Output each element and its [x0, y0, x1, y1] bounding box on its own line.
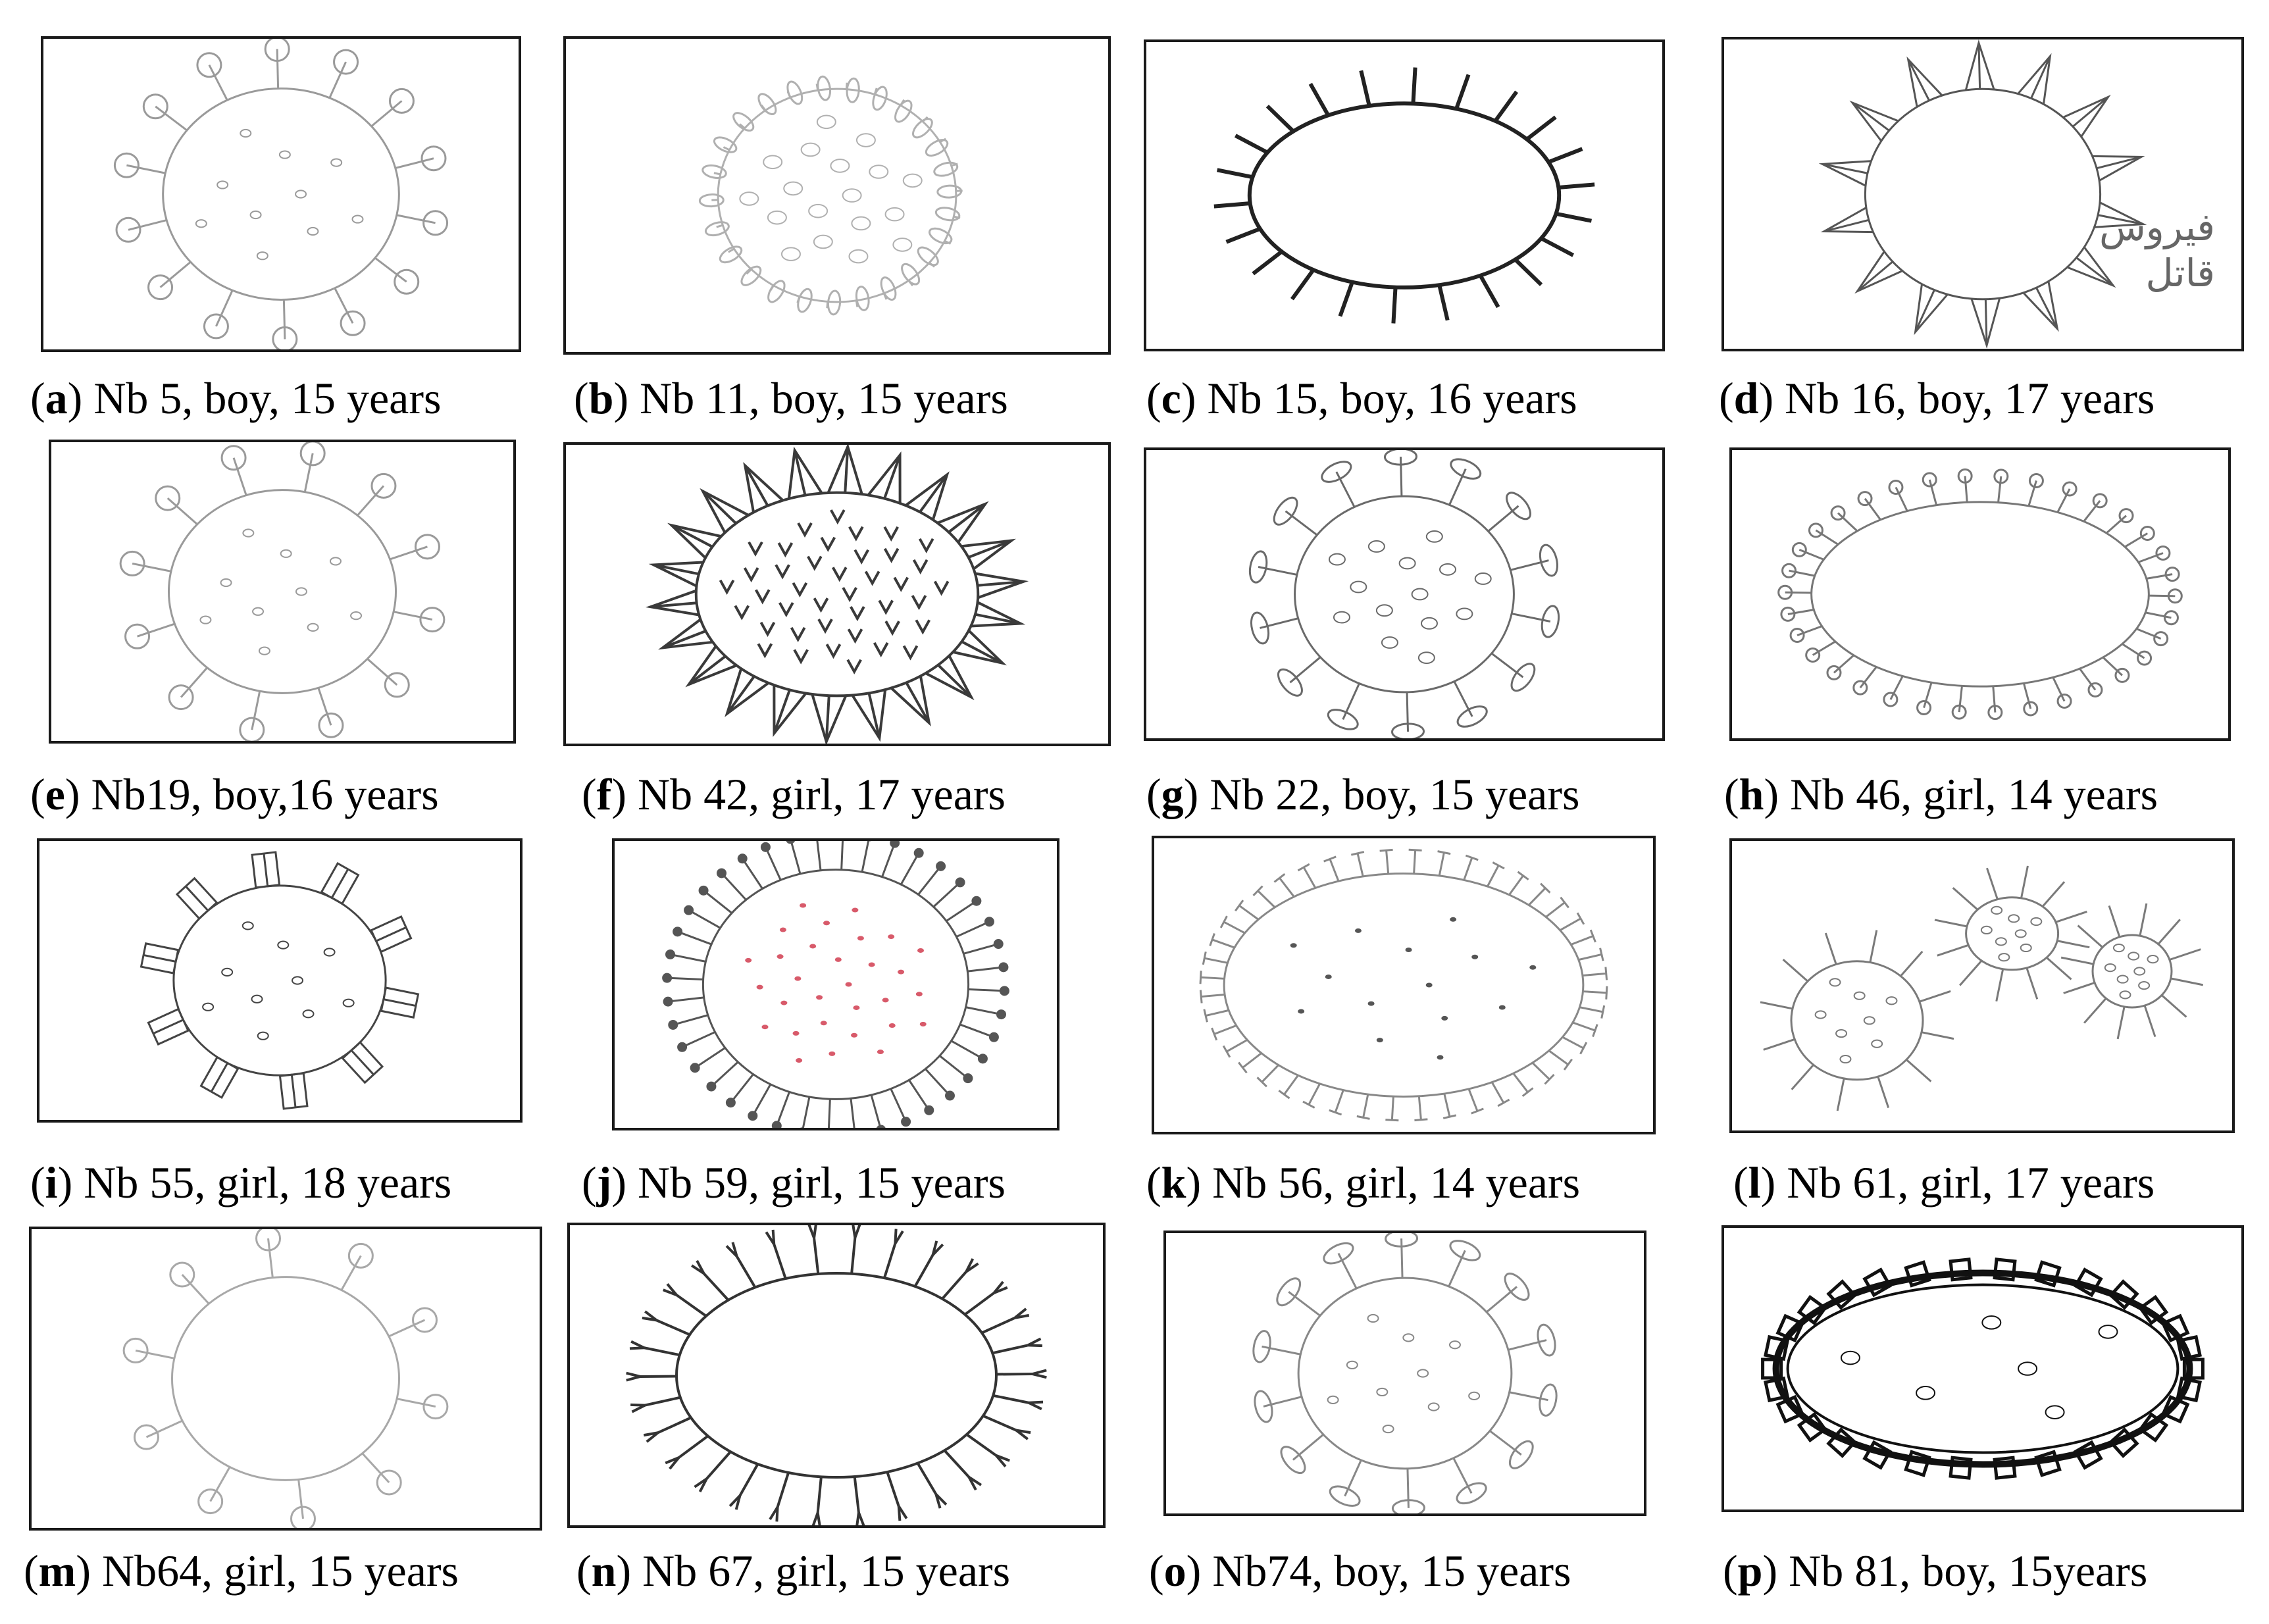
virus-drawing-c: [1213, 67, 1595, 324]
virus-drawing-h: [1777, 468, 2183, 721]
caption-text: Nb 59, girl, 15 years: [637, 1157, 1006, 1207]
virus-shape: [698, 75, 963, 316]
virus-drawing-a: [113, 39, 449, 349]
virus-shape: [645, 445, 1029, 744]
drawing-panel-n: [567, 1223, 1106, 1528]
caption-o: (o) Nb74, boy, 15 years: [1149, 1546, 1571, 1596]
caption-letter: n: [591, 1546, 617, 1596]
caption-text: Nb 55, girl, 18 years: [84, 1157, 452, 1207]
caption-text: Nb 46, girl, 14 years: [1790, 769, 2158, 819]
virus-drawing-i: [140, 851, 420, 1110]
caption-text: Nb 15, boy, 16 years: [1207, 373, 1577, 423]
virus-drawing-b: [698, 75, 963, 316]
caption-f: (f) Nb 42, girl, 17 years: [582, 769, 1006, 819]
caption-n: (n) Nb 67, girl, 15 years: [576, 1546, 1011, 1596]
caption-text: Nb 16, boy, 17 years: [1785, 373, 2155, 423]
virus-drawing-f: [645, 445, 1029, 744]
virus-shape: [626, 1225, 1047, 1525]
drawing-panel-a: [41, 36, 521, 352]
caption-text: Nb 56, girl, 14 years: [1212, 1157, 1581, 1207]
virus-drawing-e: [119, 442, 446, 741]
virus-shape: [1818, 39, 2147, 349]
caption-text: Nb 42, girl, 17 years: [637, 769, 1006, 819]
arabic-text: فيروس قاتل: [2099, 204, 2215, 296]
caption-i: (i) Nb 55, girl, 18 years: [30, 1157, 452, 1207]
drawing-panel-g: [1144, 447, 1665, 741]
virus-shape: [1777, 468, 2183, 721]
caption-text: Nb 22, boy, 15 years: [1210, 769, 1580, 819]
caption-letter: e: [45, 769, 65, 819]
caption-h: (h) Nb 46, girl, 14 years: [1724, 769, 2158, 819]
caption-letter: j: [596, 1157, 612, 1207]
caption-m: (m) Nb64, girl, 15 years: [24, 1546, 459, 1596]
drawing-panel-d: فيروس قاتل: [1721, 37, 2244, 351]
caption-letter: o: [1163, 1546, 1186, 1596]
virus-drawing-n: [626, 1225, 1047, 1525]
drawing-panel-m: [29, 1227, 542, 1531]
caption-letter: c: [1161, 373, 1181, 423]
caption-l: (l) Nb 61, girl, 17 years: [1733, 1157, 2155, 1207]
caption-text: Nb64, girl, 15 years: [101, 1546, 459, 1596]
caption-text: Nb 5, boy, 15 years: [93, 373, 442, 423]
drawing-panel-k: [1152, 836, 1656, 1134]
virus-shape: [119, 442, 446, 741]
drawing-panel-o: [1163, 1231, 1646, 1516]
caption-text: Nb 67, girl, 15 years: [642, 1546, 1011, 1596]
arabic-line-1: فيروس: [2099, 205, 2215, 249]
caption-p: (p) Nb 81, boy, 15years: [1723, 1546, 2148, 1596]
arabic-line-2: قاتل: [2145, 251, 2215, 295]
drawing-panel-i: [37, 838, 523, 1123]
drawing-panel-e: [49, 440, 516, 744]
caption-letter: f: [596, 769, 612, 819]
virus-shape: [1761, 1257, 2205, 1480]
virus-drawing-p: [1761, 1257, 2205, 1480]
virus-shape: [140, 851, 420, 1110]
caption-text: Nb19, boy,16 years: [91, 769, 439, 819]
caption-letter: i: [45, 1157, 58, 1207]
virus-shape: [122, 1229, 449, 1528]
virus-drawing-k: [1199, 848, 1608, 1122]
caption-e: (e) Nb19, boy,16 years: [30, 769, 439, 819]
virus-drawing-m: [122, 1229, 449, 1528]
virus-shape: [1213, 67, 1595, 324]
caption-letter: d: [1733, 373, 1759, 423]
drawing-panel-p: [1721, 1225, 2244, 1512]
caption-letter: a: [45, 373, 68, 423]
caption-c: (c) Nb 15, boy, 16 years: [1146, 373, 1577, 423]
caption-letter: l: [1748, 1157, 1761, 1207]
caption-letter: m: [38, 1546, 76, 1596]
caption-letter: k: [1161, 1157, 1186, 1207]
caption-k: (k) Nb 56, girl, 14 years: [1146, 1157, 1581, 1207]
caption-b: (b) Nb 11, boy, 15 years: [574, 373, 1008, 423]
caption-text: Nb 81, boy, 15years: [1789, 1546, 2148, 1596]
virus-shape: [1252, 1233, 1558, 1513]
virus-shape: [113, 39, 449, 349]
drawing-panel-l: [1729, 838, 2235, 1133]
virus-drawing-j: [662, 841, 1009, 1128]
drawing-panel-f: [563, 442, 1111, 746]
virus-shape: [1760, 865, 2204, 1111]
drawing-panel-h: [1729, 447, 2231, 741]
virus-drawing-l: [1760, 865, 2204, 1111]
caption-text: Nb 11, boy, 15 years: [640, 373, 1008, 423]
virus-drawing-d: [1818, 39, 2147, 349]
drawing-panel-b: [563, 36, 1111, 355]
caption-j: (j) Nb 59, girl, 15 years: [582, 1157, 1006, 1207]
caption-g: (g) Nb 22, boy, 15 years: [1146, 769, 1580, 819]
drawing-panel-j: [612, 838, 1059, 1130]
caption-text: Nb 61, girl, 17 years: [1787, 1157, 2155, 1207]
caption-a: (a) Nb 5, boy, 15 years: [30, 373, 442, 423]
drawing-panel-c: [1144, 39, 1665, 351]
caption-letter: g: [1161, 769, 1184, 819]
virus-shape: [1199, 848, 1608, 1122]
virus-drawing-o: [1252, 1233, 1558, 1513]
virus-shape: [1248, 450, 1560, 738]
caption-letter: p: [1737, 1546, 1763, 1596]
caption-letter: h: [1739, 769, 1764, 819]
virus-shape: [662, 841, 1009, 1128]
virus-drawing-g: [1248, 450, 1560, 738]
caption-letter: b: [588, 373, 614, 423]
caption-d: (d) Nb 16, boy, 17 years: [1719, 373, 2155, 423]
caption-text: Nb74, boy, 15 years: [1212, 1546, 1571, 1596]
